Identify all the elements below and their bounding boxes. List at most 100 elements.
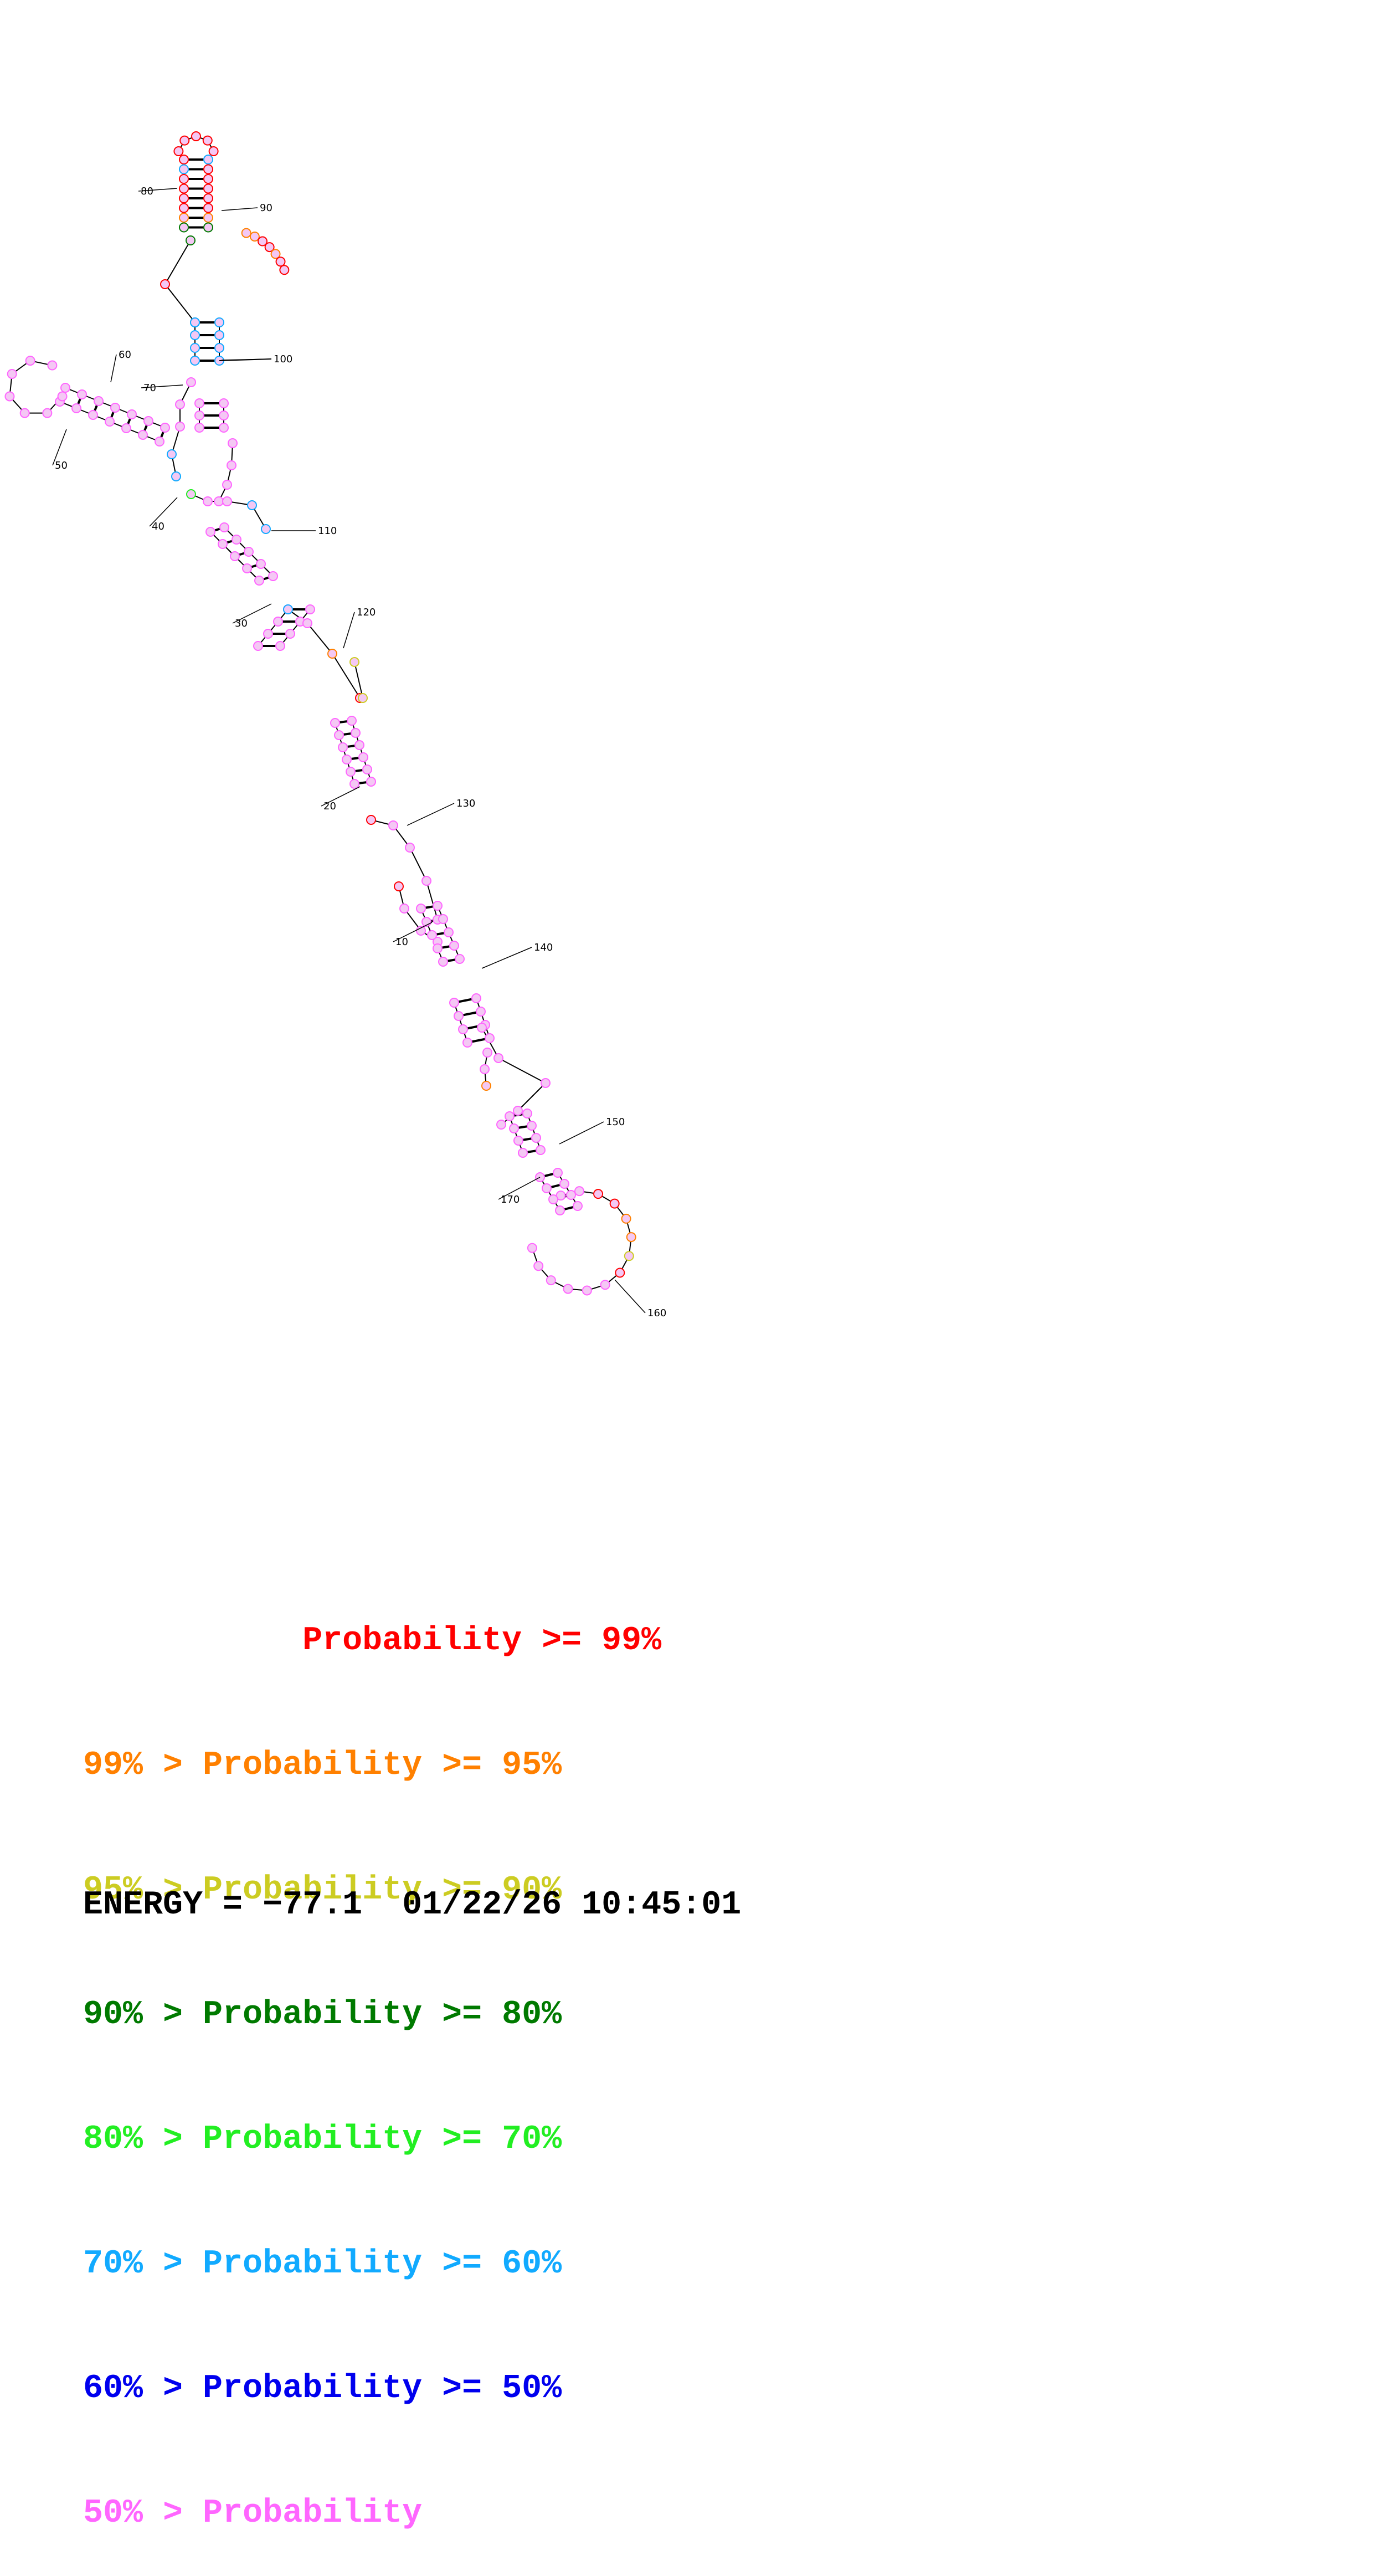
nucleotide-node — [171, 471, 181, 481]
nucleotide-node — [481, 1081, 491, 1091]
nucleotide-node — [421, 876, 431, 886]
nucleotide-node — [366, 777, 376, 787]
nucleotide-node — [349, 657, 359, 667]
position-label: 40 — [152, 521, 164, 532]
legend-prefix: 99% > — [83, 1747, 203, 1784]
backbone-segment — [332, 653, 361, 699]
nucleotide-node — [347, 716, 357, 726]
nucleotide-node — [600, 1280, 610, 1290]
legend-label: Probability >= 90% — [203, 1871, 562, 1909]
nucleotide-node — [533, 1261, 544, 1271]
position-label: 70 — [143, 382, 156, 394]
legend-label: Probability >= 50% — [203, 2370, 562, 2408]
nucleotide-node — [203, 174, 213, 184]
nucleotide-node — [548, 1194, 558, 1204]
nucleotide-node — [190, 317, 200, 327]
nucleotide-node — [203, 155, 213, 165]
nucleotide-node — [582, 1285, 592, 1296]
nucleotide-node — [60, 383, 70, 393]
nucleotide-node — [273, 617, 283, 627]
nucleotide-node — [342, 755, 352, 764]
nucleotide-node — [175, 399, 185, 409]
nucleotide-node — [433, 901, 443, 911]
nucleotide-node — [338, 742, 348, 752]
nucleotide-node — [458, 1024, 468, 1034]
backbone-segment — [164, 240, 191, 285]
nucleotide-node — [186, 235, 196, 245]
nucleotide-node — [505, 1111, 515, 1121]
nucleotide-node — [566, 1190, 576, 1200]
nucleotide-node — [71, 403, 81, 413]
nucleotide-node — [25, 356, 35, 366]
position-label: 90 — [260, 202, 272, 214]
timestamp-date: 01/22/26 — [402, 1886, 562, 1924]
nucleotide-node — [143, 416, 153, 426]
nucleotide-node — [203, 222, 213, 233]
nucleotide-node — [203, 203, 213, 213]
nucleotide-node — [366, 815, 376, 825]
legend-row: Probability >= 99% — [83, 1620, 661, 1662]
nucleotide-node — [179, 164, 189, 175]
legend-prefix: 90% > — [83, 1996, 203, 2034]
backbone-segment — [354, 661, 363, 699]
nucleotide-node — [496, 1120, 506, 1130]
nucleotide-node — [88, 410, 98, 420]
nucleotide-node — [279, 265, 290, 275]
nucleotide-node — [121, 423, 131, 433]
nucleotide-node — [351, 728, 361, 738]
nucleotide-node — [179, 183, 189, 194]
legend-row: 60% > Probability >= 50% — [83, 2368, 661, 2410]
position-label: 30 — [235, 618, 248, 629]
nucleotide-node — [444, 927, 454, 937]
nucleotide-node — [334, 730, 344, 740]
nucleotide-node — [405, 843, 415, 853]
legend-label: Probability >= 95% — [203, 1747, 562, 1784]
position-tick — [321, 786, 361, 807]
nucleotide-node — [513, 1106, 523, 1116]
position-tick — [559, 1121, 604, 1145]
nucleotide-node — [205, 527, 215, 537]
position-label: 110 — [318, 525, 337, 537]
nucleotide-node — [57, 391, 68, 402]
backbone-segment — [409, 847, 427, 881]
position-label: 120 — [357, 607, 376, 618]
position-label: 170 — [501, 1194, 520, 1205]
legend-row: 99% > Probability >= 95% — [83, 1745, 661, 1787]
legend-row: 70% > Probability >= 60% — [83, 2244, 661, 2285]
nucleotide-node — [573, 1201, 583, 1211]
nucleotide-node — [203, 213, 213, 223]
nucleotide-node — [138, 430, 148, 440]
rna-backbone — [9, 136, 632, 1291]
position-tick — [232, 603, 272, 624]
position-tick — [481, 947, 532, 969]
nucleotide-node — [179, 203, 189, 213]
nucleotide-node — [175, 422, 185, 432]
nucleotide-node — [191, 131, 201, 141]
energy-value: −77.1 — [263, 1886, 363, 1924]
nucleotide-node — [179, 155, 189, 165]
nucleotide-node — [257, 236, 268, 247]
nucleotide-node — [222, 496, 232, 506]
nucleotide-node — [214, 330, 224, 340]
nucleotide-node — [553, 1168, 563, 1178]
probability-legend: Probability >= 99% 99% > Probability >= … — [83, 1537, 661, 2576]
nucleotide-node — [190, 356, 200, 366]
nucleotide-node — [559, 1179, 569, 1189]
nucleotide-node — [593, 1189, 604, 1199]
legend-label: Probability — [203, 2495, 423, 2532]
nucleotide-node — [555, 1205, 565, 1215]
nucleotide-node — [218, 539, 228, 549]
nucleotide-node — [190, 330, 200, 340]
backbone-segment — [164, 284, 196, 323]
nucleotide-node — [105, 417, 115, 427]
legend-row: 80% > Probability >= 70% — [83, 2119, 661, 2161]
timestamp-time: 10:45:01 — [582, 1886, 742, 1924]
nucleotide-node — [270, 249, 281, 259]
energy-label: ENERGY = — [83, 1886, 263, 1924]
nucleotide-node — [253, 641, 263, 651]
energy-footer: ENERGY = −77.1 01/22/26 10:45:01 — [83, 1886, 741, 1924]
nucleotide-node — [536, 1145, 546, 1155]
position-label: 160 — [647, 1307, 666, 1319]
nucleotide-node — [190, 343, 200, 353]
position-tick — [149, 497, 178, 527]
